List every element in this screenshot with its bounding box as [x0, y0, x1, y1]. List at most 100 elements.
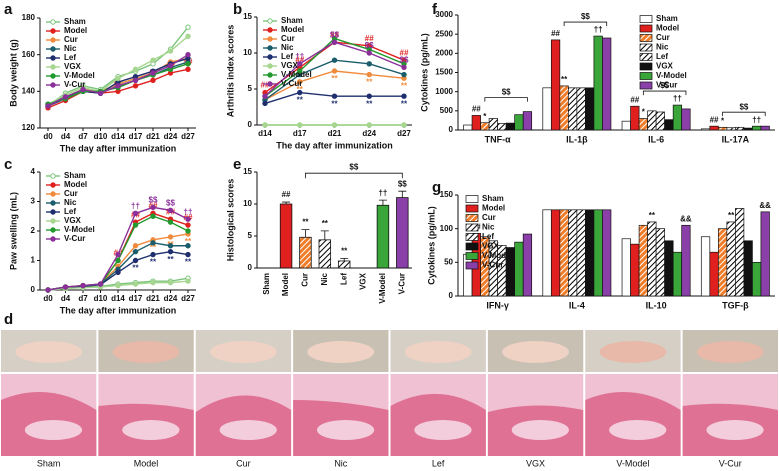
legend-label: Lef — [656, 52, 668, 61]
data-point — [132, 243, 139, 249]
y-tick-label: 10 — [243, 48, 252, 57]
legend-marker — [50, 173, 56, 179]
bar — [735, 126, 745, 131]
legend-marker — [50, 218, 56, 224]
bar — [576, 209, 586, 297]
x-tick-label: d0 — [43, 294, 53, 303]
y-tick-label: 100 — [440, 224, 454, 233]
data-point — [150, 70, 156, 76]
annotation: ** — [341, 247, 348, 256]
legend-marker — [267, 54, 273, 60]
data-point — [115, 269, 121, 275]
bar — [396, 197, 409, 269]
x-tick-label: IFN-γ — [486, 300, 509, 310]
legend-marker — [267, 36, 273, 42]
x-tick-label: VGX — [359, 272, 368, 290]
data-point — [80, 282, 86, 289]
data-point — [150, 57, 156, 63]
annotation: ** — [401, 99, 408, 108]
annotation: $$ — [365, 41, 374, 50]
data-point — [185, 278, 191, 284]
legend-marker — [50, 28, 56, 34]
y-axis-label: Paw swelling (mL) — [8, 192, 18, 270]
y-tick-label: 0 — [449, 291, 454, 300]
legend-marker — [50, 73, 56, 79]
data-point — [45, 287, 51, 293]
cartilage — [414, 420, 472, 440]
data-point — [297, 61, 303, 67]
legend-marker — [50, 37, 56, 43]
legend-swatch — [465, 252, 479, 260]
legend-label: V-Model — [281, 70, 312, 79]
legend-label: Lef — [281, 52, 293, 61]
y-tick-label: 3000 — [435, 10, 453, 19]
y-tick-label: 10 — [243, 199, 252, 208]
legend-marker — [50, 19, 56, 25]
data-point — [115, 75, 121, 82]
bar — [709, 251, 719, 297]
x-tick-label: d0 — [43, 132, 53, 141]
legend-label: Model — [482, 204, 505, 213]
bar — [585, 87, 595, 131]
data-point — [97, 281, 104, 287]
legend-label: Lef — [64, 207, 76, 216]
annotation: ** — [649, 211, 656, 220]
data-point — [297, 89, 303, 96]
bar — [585, 209, 595, 297]
data-point — [262, 93, 268, 99]
annotation: ** — [401, 81, 408, 90]
bar — [471, 115, 481, 131]
legend-label: Sham — [281, 16, 303, 25]
annotation: ** — [167, 255, 174, 264]
data-point — [297, 79, 303, 85]
bar — [638, 118, 648, 131]
data-point — [185, 216, 191, 222]
annotation: ** — [366, 78, 373, 87]
data-point — [115, 282, 121, 289]
y-tick-label: 0 — [248, 263, 253, 272]
annotation: $$ — [149, 196, 158, 205]
x-tick-label: d7 — [78, 294, 88, 303]
bar — [514, 114, 524, 131]
photo-label: Lef — [432, 458, 445, 468]
x-tick-label: d27 — [181, 132, 195, 141]
panel-letter: f — [432, 1, 438, 18]
x-tick-label: d10 — [94, 294, 108, 303]
legend-swatch — [639, 62, 653, 71]
legend-label: V-Cur — [281, 79, 302, 88]
data-point — [132, 77, 139, 84]
y-tick-label: 500 — [440, 106, 454, 115]
bar — [664, 119, 674, 131]
photo-label: Model — [134, 458, 159, 468]
y-tick-label: 1 — [31, 256, 36, 265]
data-point — [185, 33, 191, 40]
paw — [112, 341, 180, 363]
bracket — [642, 90, 687, 96]
x-tick-label: d27 — [397, 129, 411, 138]
annotation: $$ — [166, 198, 175, 207]
annotation: ** — [331, 99, 338, 108]
legend-marker — [50, 200, 56, 206]
data-point — [331, 93, 338, 99]
data-point — [150, 77, 156, 84]
bar — [743, 127, 753, 131]
y-tick-label: 5 — [248, 231, 253, 240]
legend-marker — [50, 236, 56, 242]
legend-label: Cur — [656, 33, 670, 42]
bar — [480, 122, 490, 131]
bar — [559, 85, 569, 131]
paw — [599, 341, 667, 363]
x-tick-label: V-Cur — [397, 273, 406, 294]
error-bar — [340, 258, 349, 261]
data-point — [401, 64, 407, 71]
y-axis-label: Arthritis index scores — [225, 25, 235, 118]
y-tick-label: 1500 — [435, 68, 453, 77]
bar — [522, 111, 533, 131]
data-point — [132, 210, 139, 217]
annotation: †† — [752, 115, 761, 124]
y-tick-label: 2500 — [435, 29, 453, 38]
bar — [664, 240, 674, 297]
data-point — [185, 24, 191, 30]
annotation: ** — [297, 85, 304, 94]
data-point — [132, 281, 139, 287]
